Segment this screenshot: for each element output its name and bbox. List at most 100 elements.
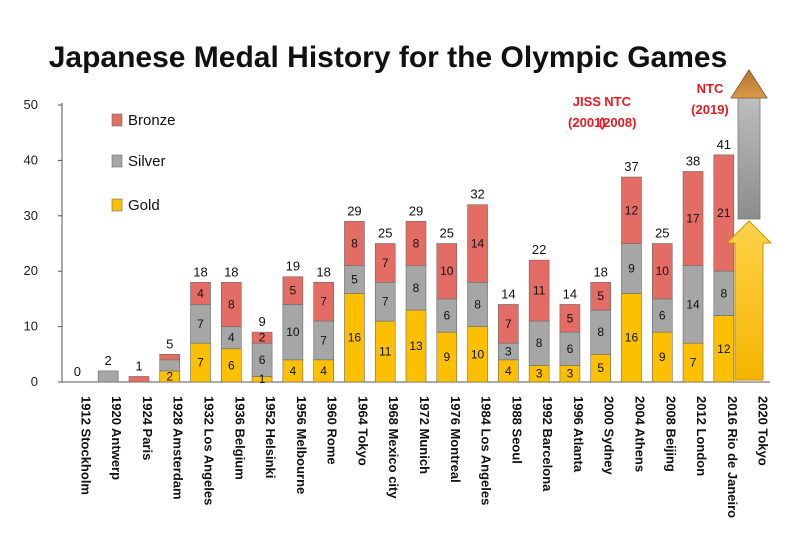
segment-label-silver: 9 [628, 261, 635, 275]
segment-label-bronze: 5 [597, 289, 604, 303]
bar-segment-bronze [405, 221, 427, 266]
y-tick-label: 0 [31, 374, 38, 389]
bar-segment-bronze [682, 171, 704, 266]
y-tick-label: 20 [24, 263, 38, 278]
segment-label-silver: 8 [597, 325, 604, 339]
annotations: JISS (2001) NTC (2008) NTC (2019) [568, 81, 729, 130]
segment-label-silver: 7 [382, 295, 389, 309]
legend-swatch-gold [111, 198, 123, 212]
segment-label-gold: 16 [348, 331, 362, 345]
segment-label-bronze: 11 [533, 284, 546, 298]
category-label: 2000 Sydney [602, 396, 617, 476]
segment-label-bronze: 8 [413, 237, 420, 251]
category-label: 1968 Mexico city [386, 396, 401, 499]
total-label: 2 [105, 353, 112, 368]
segment-label-gold: 4 [320, 364, 327, 378]
category-label: 1912 Stockholm [78, 396, 93, 495]
legend-label-silver: Silver [128, 153, 166, 170]
segment-label-bronze: 7 [505, 317, 512, 331]
segment-label-gold: 7 [690, 356, 697, 370]
arrow-head-brown [730, 69, 768, 99]
bar-segment-bronze [374, 243, 396, 283]
upward-gold-arrow [725, 220, 773, 381]
category-label: 2016 Rio de Janeiro [725, 396, 740, 518]
bar-segment-bronze [436, 243, 458, 300]
segment-label-silver: 7 [197, 317, 204, 331]
total-label: 41 [717, 137, 731, 152]
segment-label-silver: 8 [413, 281, 420, 295]
category-label: 2012 London [694, 396, 709, 476]
bar-segment-bronze [651, 243, 673, 300]
segment-label-silver: 8 [474, 297, 481, 311]
category-label: 1932 Los Angeles [202, 396, 217, 505]
segment-label-gold: 5 [597, 361, 604, 375]
bar-segment-bronze [559, 304, 581, 333]
segment-label-gold: 7 [197, 356, 204, 370]
segment-label-silver: 8 [536, 336, 543, 350]
segment-label-bronze: 14 [471, 237, 485, 251]
segment-label-silver: 5 [351, 273, 358, 287]
segment-label-silver: 6 [259, 353, 266, 367]
bar-segment-bronze [159, 353, 181, 361]
total-label: 29 [409, 203, 423, 218]
category-label: 1924 Paris [140, 396, 155, 460]
total-label: 18 [316, 264, 330, 279]
bar-segment-bronze [528, 259, 550, 322]
category-label: 1936 Belgium [232, 396, 247, 480]
segment-label-gold: 3 [567, 367, 574, 381]
total-label: 18 [193, 264, 207, 279]
category-label: 1992 Barcelona [540, 396, 555, 492]
total-label: 18 [593, 264, 607, 279]
category-label: 1964 Tokyo [355, 396, 370, 466]
legend-label-bronze: Bronze [128, 112, 176, 129]
total-label: 14 [501, 286, 515, 301]
bar-segment-bronze [128, 376, 150, 383]
category-label: 1920 Antwerp [109, 396, 124, 480]
total-label: 38 [686, 153, 700, 168]
segment-label-silver: 14 [686, 297, 700, 311]
bar-segment-bronze [282, 276, 304, 305]
legend-swatch-bronze [111, 113, 123, 127]
segment-label-bronze: 5 [567, 311, 574, 325]
legend-swatch-silver [111, 154, 123, 168]
y-tick-label: 30 [24, 208, 38, 223]
bar-segment-bronze [221, 281, 242, 327]
category-label: 1988 Seoul [509, 396, 524, 464]
annotation-text: (2001) [568, 115, 606, 130]
segment-label-silver: 6 [659, 309, 666, 323]
segment-label-gold: 9 [659, 350, 666, 364]
segment-label-gold: 13 [409, 339, 423, 353]
legend-label-gold: Gold [128, 197, 160, 214]
bar-segment-bronze [590, 281, 611, 311]
total-label: 9 [258, 314, 265, 329]
bar-segment-bronze [251, 331, 273, 344]
category-label: 1952 Helsinki [263, 396, 278, 478]
category-label: 1984 Los Angeles [479, 396, 494, 505]
segment-label-bronze: 7 [320, 295, 327, 309]
category-label: 2020 Tokyo [756, 396, 771, 466]
y-tick-label: 10 [24, 319, 38, 334]
segment-label-bronze: 4 [197, 286, 204, 300]
annotation-text: (2019) [691, 102, 729, 117]
total-label: 19 [286, 259, 300, 274]
bar-segment-silver [97, 370, 119, 383]
total-label: 32 [470, 187, 484, 202]
segment-label-bronze: 8 [351, 237, 358, 251]
segment-label-bronze: 21 [717, 206, 731, 220]
bar-segment-bronze [344, 221, 365, 266]
y-tick-label: 40 [24, 152, 38, 167]
category-label: 1960 Rome [325, 396, 340, 465]
total-label: 29 [347, 203, 361, 218]
segment-label-bronze: 12 [625, 203, 639, 217]
legend: Bronze Silver Gold [111, 112, 176, 214]
bar-segment-bronze [190, 281, 211, 305]
category-label: 1972 Munich [417, 396, 432, 474]
segment-label-gold: 9 [443, 350, 450, 364]
category-label: 2008 Beijing [663, 396, 678, 472]
segment-label-bronze: 8 [228, 297, 235, 311]
segment-label-gold: 6 [228, 358, 235, 372]
total-label: 25 [378, 226, 392, 241]
segment-label-gold: 12 [717, 342, 731, 356]
category-label: 1956 Melbourne [294, 396, 309, 494]
